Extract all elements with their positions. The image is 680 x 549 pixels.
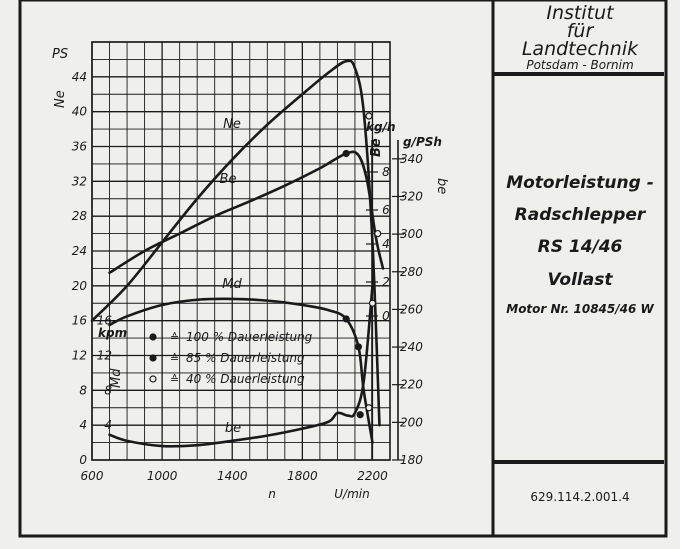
ne-tick-label: 36 — [72, 140, 88, 154]
Be-tick-label: 4 — [382, 237, 390, 251]
ne-tick-label: 28 — [72, 209, 88, 223]
ne-tick-label: 8 — [79, 383, 87, 397]
ne-tick-label: 20 — [72, 279, 88, 293]
ne-tick-label: 32 — [72, 174, 87, 188]
Be-axis-symbol: Be — [369, 138, 384, 157]
legend-text: 85 % Dauerleistung — [186, 351, 305, 365]
x-tick-label: 1800 — [287, 469, 318, 483]
ne-tick-label: 12 — [72, 349, 87, 363]
ne-tick-label: 16 — [72, 314, 88, 328]
be-tick-label: 280 — [400, 265, 423, 279]
ne-tick-label: 44 — [72, 70, 87, 84]
ne-axis-symbol: Ne — [53, 90, 68, 108]
be-axis-unit: g/PSh — [403, 135, 442, 149]
legend-marker — [149, 333, 157, 341]
legend-text: 40 % Dauerleistung — [186, 372, 305, 386]
md-axis-unit: kpm — [98, 326, 127, 340]
institute-line-1: Institut — [546, 2, 614, 24]
plot-border — [91, 41, 391, 461]
x-tick-label: 2200 — [357, 469, 388, 483]
panel-motor: Motor Nr. 10845/46 W — [506, 302, 654, 316]
legend-symbol: ≙ — [170, 352, 179, 365]
ne-tick-label: 0 — [79, 453, 87, 467]
be-tick-label: 200 — [400, 415, 423, 429]
curve-label-be: Be — [220, 172, 237, 187]
legend-text: 100 % Dauerleistung — [186, 330, 313, 344]
panel-model: RS 14/46 — [537, 237, 623, 257]
Be-tick-label: 6 — [382, 203, 390, 217]
Be-tick-label: 2 — [382, 275, 390, 289]
marker-filled — [342, 149, 350, 158]
curve-be — [108, 150, 385, 275]
panel-load: Vollast — [547, 270, 613, 290]
marker-open — [374, 229, 382, 238]
chart-grid — [91, 41, 391, 461]
ne-tick-label: 40 — [72, 105, 88, 119]
curve-be — [108, 284, 374, 448]
be-tick-label: 340 — [400, 152, 423, 166]
be-tick-label: 180 — [400, 453, 423, 467]
md-tick-label: 8 — [104, 383, 112, 397]
panel-title-2: Radschlepper — [514, 205, 646, 225]
curve-label-be: be — [225, 421, 241, 436]
legend-symbol: ≙ — [170, 331, 179, 344]
x-tick-label: 1000 — [147, 469, 178, 483]
marker-open — [368, 299, 377, 307]
be-tick-label: 320 — [400, 189, 423, 203]
marker-open — [365, 112, 373, 120]
Be-tick-label: 8 — [382, 165, 390, 179]
marker-filled — [354, 343, 363, 351]
Be-tick-label: 0 — [382, 309, 390, 323]
x-tick-label: 1400 — [217, 469, 248, 483]
md-tick-label: 12 — [97, 349, 112, 363]
be-axis-symbol: be — [434, 178, 449, 194]
curve-label-ne: Ne — [223, 117, 241, 132]
md-axis-symbol: Md — [109, 368, 124, 388]
legend-symbol: ≙ — [170, 373, 179, 386]
legend-marker — [149, 354, 157, 362]
be-tick-label: 240 — [400, 340, 423, 354]
chart-markers — [342, 112, 382, 419]
marker-open — [365, 404, 373, 412]
curve-label-md: Md — [222, 277, 242, 292]
ne-axis-unit: PS — [52, 47, 68, 62]
be-tick-label: 220 — [400, 378, 423, 392]
institute-line-4: Potsdam - Bornim — [526, 58, 634, 72]
be-tick-label: 260 — [400, 302, 423, 316]
chart-legend: ≙ 100 % Dauerleistung ≙ 85 % Dauerleistung ≙… — [149, 330, 313, 386]
institute-line-3: Landtechnik — [521, 38, 639, 60]
md-tick-label: 16 — [97, 314, 113, 328]
md-tick-label: 4 — [104, 418, 112, 432]
Be-axis-unit: kg/h — [366, 120, 396, 134]
x-axis-unit: U/min — [334, 487, 369, 501]
legend-marker — [149, 375, 157, 383]
x-tick-label: 600 — [81, 469, 104, 483]
title-block-frame — [18, 0, 668, 538]
marker-filled — [356, 411, 364, 419]
chart-labels: Ne Be Md be — [220, 117, 243, 436]
panel-catalog: 629.114.2.001.4 — [530, 490, 630, 504]
ne-tick-label: 24 — [72, 244, 87, 258]
x-axis-symbol: n — [268, 487, 276, 501]
panel-title-1: Motorleistung - — [506, 173, 654, 193]
institute-line-2: für — [566, 20, 594, 42]
be-tick-label: 300 — [400, 227, 423, 241]
outer-frame — [18, 0, 668, 538]
curve-ne — [90, 59, 381, 427]
ne-tick-label: 4 — [79, 418, 87, 432]
marker-filled — [342, 315, 350, 323]
